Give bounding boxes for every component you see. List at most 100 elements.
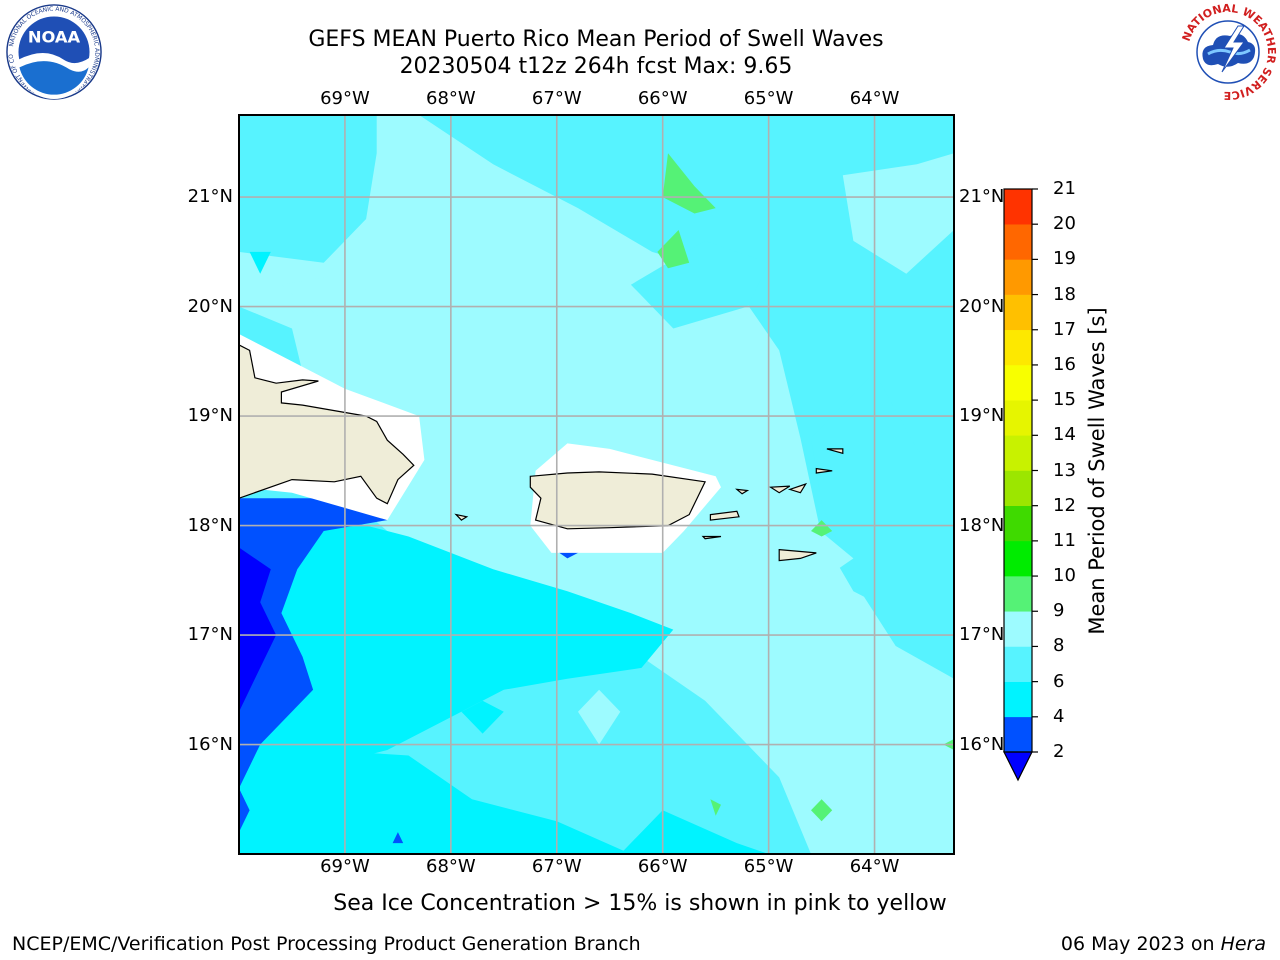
colorbar-swatch	[1004, 435, 1032, 471]
colorbar-tick-label: 16	[1053, 353, 1076, 375]
contour-below-2	[239, 547, 277, 712]
colorbar-swatch	[1004, 611, 1032, 647]
colorbar-tick-label: 2	[1053, 741, 1065, 762]
colorbar-tick-label: 12	[1053, 494, 1076, 516]
lon-label-top: 69°W	[320, 88, 370, 109]
colorbar-swatch	[1004, 329, 1032, 366]
lat-label-left: 20°N	[187, 295, 233, 317]
noaa-logo-icon: NATIONAL OCEANIC AND ATMOSPHERIC ADMINIS…	[6, 4, 102, 100]
contour-9-10	[657, 230, 690, 269]
lat-label-left: 17°N	[187, 624, 233, 646]
coastlines	[239, 344, 844, 562]
lat-label-left: 18°N	[187, 514, 233, 536]
contour-4-6	[461, 700, 504, 734]
island-land	[787, 482, 808, 494]
contour-8-9	[842, 153, 954, 274]
colorbar-swatch	[1004, 681, 1032, 718]
contour-9-10	[811, 520, 833, 537]
colorbar-swatch	[1004, 470, 1032, 506]
lat-label-right: 16°N	[959, 733, 1005, 755]
lat-label-right: 20°N	[959, 295, 1005, 317]
colorbar-tick-label: 13	[1053, 459, 1076, 481]
colorbar-tick-label: 10	[1053, 565, 1076, 587]
colorbar-tick-label: 19	[1053, 248, 1076, 270]
contour-9-10	[662, 153, 716, 214]
lat-label-left: 19°N	[187, 405, 233, 427]
gridlines	[239, 115, 954, 854]
lat-label-right: 19°N	[959, 405, 1005, 427]
date-stamp: 06 May 2023 on Hera	[1061, 933, 1266, 955]
colorbar-tick-label: 8	[1053, 635, 1065, 657]
colorbar-swatch	[1004, 716, 1032, 753]
colorbar-extend-arrow	[1003, 751, 1033, 782]
puerto-rico-land	[529, 471, 706, 530]
vieques-land	[709, 510, 740, 521]
contour-2-4	[392, 832, 404, 844]
machine-name: Hera	[1220, 933, 1266, 955]
contour-8-9	[578, 689, 621, 745]
island-land	[735, 488, 750, 495]
colorbar-swatch	[1004, 400, 1032, 436]
nws-logo-icon: NATIONAL WEATHER SERVICE	[1179, 2, 1278, 102]
contour-2-4	[239, 788, 250, 833]
colorbar-swatch	[1004, 540, 1032, 577]
lon-label-top: 64°W	[849, 88, 900, 109]
contour-4-6	[239, 744, 631, 854]
chart-title: GEFS MEAN Puerto Rico Mean Period of Swe…	[308, 27, 884, 52]
lat-label-left: 21°N	[187, 186, 233, 208]
colorbar-tick-label: 11	[1053, 529, 1076, 551]
colorbar-swatch	[1004, 646, 1032, 682]
colorbar-swatch	[1004, 505, 1032, 542]
lon-label-bottom: 69°W	[320, 856, 370, 877]
colorbar-swatch	[1004, 294, 1032, 331]
island-land	[768, 485, 791, 494]
lon-label-bottom: 66°W	[637, 856, 688, 877]
st-croix-land	[778, 548, 817, 562]
contour-4-6	[239, 514, 674, 778]
date-text: 06 May 2023 on	[1060, 933, 1221, 955]
lat-label-right: 18°N	[959, 514, 1005, 536]
lat-label-right: 17°N	[959, 624, 1005, 646]
island-land	[701, 535, 722, 540]
contour-9-10	[811, 799, 833, 822]
colorbar-tick-label: 6	[1053, 670, 1065, 692]
island-land	[826, 448, 844, 455]
colorbar-swatch	[1004, 576, 1032, 612]
lon-label-bottom: 65°W	[743, 856, 794, 877]
colorbar-tick-label: 18	[1053, 283, 1076, 305]
colorbar-tick-label: 9	[1053, 600, 1065, 622]
colorbar-tick-label: 15	[1053, 389, 1076, 411]
island-land	[815, 467, 833, 474]
colorbar-tick-label: 14	[1053, 424, 1076, 446]
lon-label-bottom: 68°W	[425, 856, 476, 877]
colorbar	[1003, 188, 1038, 782]
contour-4-6	[620, 810, 769, 854]
contour-2-4	[239, 498, 393, 789]
colorbar-swatch	[1004, 189, 1032, 225]
colorbar-tick-label: 21	[1053, 178, 1076, 199]
colorbar-tick-label: 4	[1053, 705, 1065, 727]
lat-label-left: 16°N	[187, 733, 233, 755]
colorbar-tick-label: 17	[1053, 318, 1076, 340]
lon-label-top: 68°W	[425, 88, 476, 109]
mona-land	[454, 513, 469, 521]
map-frame	[238, 114, 955, 855]
hispaniola-land	[239, 344, 415, 505]
lat-label-right: 21°N	[959, 186, 1005, 208]
lon-label-top: 66°W	[637, 88, 688, 109]
colorbar-swatch	[1004, 364, 1032, 401]
contour-9-10	[710, 799, 721, 816]
contour-4-6	[249, 251, 271, 274]
credit-text: NCEP/EMC/Verification Post Processing Pr…	[12, 933, 641, 955]
colorbar-tick-label: 20	[1053, 213, 1076, 235]
colorbar-title: Mean Period of Swell Waves [s]	[1085, 307, 1109, 635]
lon-label-bottom: 67°W	[531, 856, 582, 877]
sea-ice-note: Sea Ice Concentration > 15% is shown in …	[333, 891, 947, 916]
colorbar-swatch	[1004, 259, 1032, 295]
lon-label-top: 67°W	[531, 88, 582, 109]
lon-label-top: 65°W	[743, 88, 794, 109]
svg-text:NOAA: NOAA	[28, 27, 81, 46]
chart-subtitle: 20230504 t12z 264h fcst Max: 9.65	[399, 54, 793, 79]
lon-label-bottom: 64°W	[849, 856, 900, 877]
